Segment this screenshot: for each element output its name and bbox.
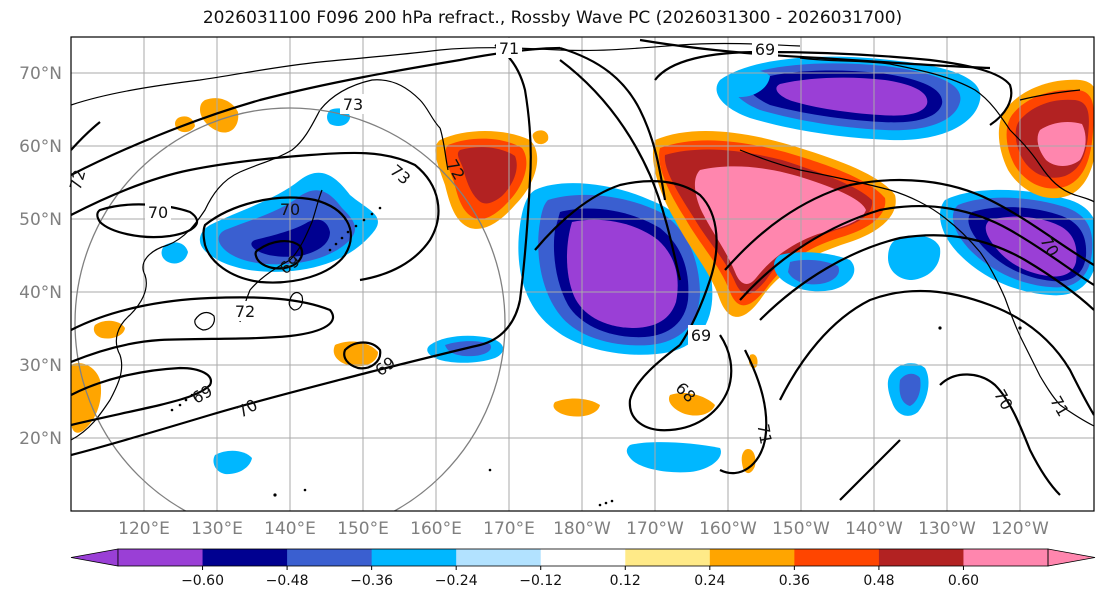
map-canvas [71,37,1094,511]
colorbar-tick-label: −0.24 [435,573,478,589]
colorbar-segment [709,549,795,566]
colorbar-segment [287,549,373,566]
negative-anomaly-japan-sea [161,172,378,272]
lon-label: 160°E [410,519,462,539]
colorbar-frame [117,548,1049,567]
colorbar-segment [202,549,288,566]
colorbar-segment [371,549,457,566]
colorbar-over-arrow [1047,548,1096,567]
lat-label: 70°N [19,64,62,84]
small-anomaly-patches [71,70,941,475]
island-chains [170,206,1022,507]
negative-anomaly-bering [716,56,981,141]
contour-label: 69 [691,326,711,345]
colorbar-tick-label: 0.48 [863,573,894,589]
lon-label: 130°E [191,519,243,539]
colorbar-tick-label: −0.36 [350,573,393,589]
colorbar-segment [794,549,880,566]
lon-label: 180°W [553,519,611,539]
lat-label: 30°N [19,356,62,376]
contour-label: 72 [235,302,255,321]
colorbar-segment [625,549,711,566]
map-title: 2026031100 F096 200 hPa refract., Rossby… [202,8,903,28]
colorbar-segment [540,549,626,566]
contour-label: 71 [499,39,519,58]
lon-label: 170°E [483,519,535,539]
lon-label: 140°E [264,519,316,539]
colorbar-tick-label: 0.60 [948,573,979,589]
contour-label: 69 [755,40,775,59]
colorbar-tick-label: 0.24 [694,573,725,589]
lat-label: 50°N [19,210,62,230]
contour-label: 70 [280,200,300,219]
lon-label: 150°E [337,519,389,539]
lon-label: 140°W [845,519,903,539]
colorbar-tick-label: −0.48 [266,573,309,589]
colorbar-tick-label: 0.12 [610,573,641,589]
lon-label: 160°W [699,519,757,539]
lat-label: 20°N [19,429,62,449]
contour-label: 71 [753,422,775,445]
colorbar-under-arrow [70,548,119,567]
lat-label: 60°N [19,137,62,157]
lon-label: 130°W [918,519,976,539]
lon-label: 120°W [991,519,1049,539]
lat-label: 40°N [19,283,62,303]
colorbar-segment [963,549,1049,566]
colorbar-segment [878,549,964,566]
plot-frame [70,36,1095,512]
lon-label: 150°W [772,519,830,539]
contour-label: 73 [343,95,363,114]
longitude-labels: 120°E 130°E 140°E 150°E 160°E 170°E 180°… [118,519,1049,539]
colorbar-tick-label: −0.60 [181,573,224,589]
colorbar: −0.60 −0.48 −0.36 −0.24 −0.12 0.12 0.24 0.36 0.4… [70,548,1096,589]
contour-label: 72 [66,168,90,193]
colorbar-segment [118,549,204,566]
colorbar-tick-label: 0.36 [779,573,810,589]
positive-anomaly-canada [998,79,1094,199]
colorbar-segment [456,549,542,566]
lon-label: 120°E [118,519,170,539]
lon-label: 170°W [626,519,684,539]
colorbar-tick-label: −0.12 [519,573,562,589]
radius-circle [74,107,506,511]
contour-label: 70 [148,203,168,222]
coastlines [71,42,1094,441]
latitude-labels: 70°N 60°N 50°N 40°N 30°N 20°N [19,64,62,449]
refractivity-contours [71,38,1094,501]
